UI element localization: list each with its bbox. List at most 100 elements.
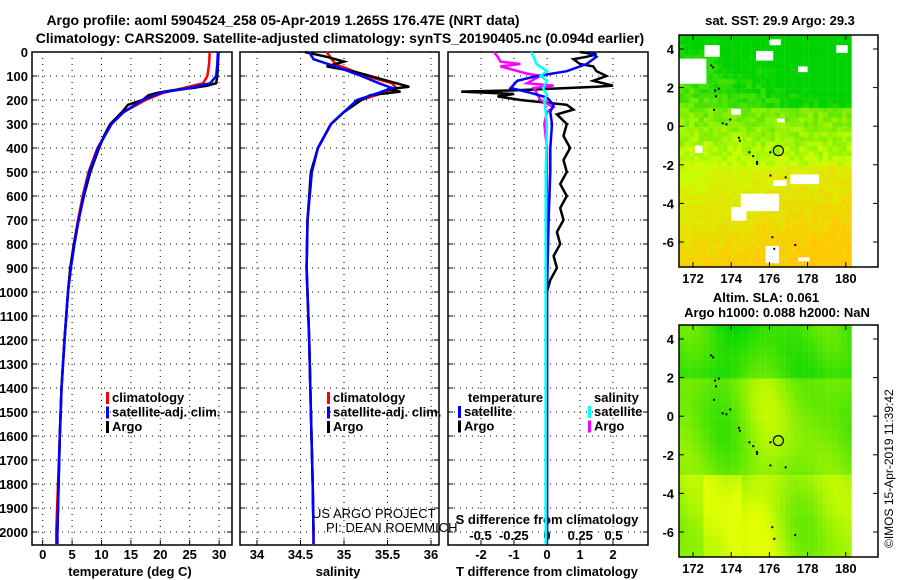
- map-cell: [799, 378, 804, 384]
- map-cell: [689, 373, 695, 379]
- map-cell: [846, 552, 852, 558]
- map-cell: [736, 523, 742, 529]
- map-cell: [818, 460, 823, 466]
- map-cell: [813, 257, 819, 263]
- map-cell: [722, 238, 728, 244]
- map-cell: [684, 189, 690, 195]
- map-cell: [775, 494, 780, 500]
- map-cell: [694, 508, 699, 514]
- map-cell: [694, 233, 699, 239]
- map-cell: [708, 151, 714, 157]
- map-cell: [760, 349, 766, 355]
- map-cell: [689, 199, 695, 205]
- map-cell: [708, 228, 714, 234]
- map-cell: [717, 335, 723, 341]
- map-cell: [765, 189, 771, 195]
- map-cell: [722, 103, 728, 108]
- map-cell: [698, 189, 704, 195]
- map-cell: [794, 88, 800, 94]
- map-cell: [727, 479, 733, 485]
- map-cell: [832, 185, 838, 191]
- map-cell: [746, 93, 752, 99]
- map-cell: [689, 214, 695, 219]
- map-cell: [679, 136, 685, 142]
- map-cell: [717, 484, 723, 490]
- map-cell: [784, 103, 790, 108]
- map-cell: [784, 136, 790, 142]
- map-cell: [846, 436, 852, 442]
- map-cell: [736, 160, 742, 166]
- map-cell: [842, 446, 847, 452]
- temperature-x-tick-label: 15: [124, 547, 138, 562]
- map-cell: [746, 228, 752, 234]
- map-cell: [736, 146, 742, 152]
- map-cell: [803, 533, 809, 538]
- no-data-patch: [704, 45, 720, 57]
- salinity-legend-item: climatology: [333, 390, 406, 405]
- map-cell: [789, 160, 795, 166]
- map-cell: [779, 335, 785, 341]
- map-cell: [679, 88, 685, 94]
- map-cell: [684, 368, 690, 374]
- map-cell: [698, 35, 704, 41]
- map-cell: [832, 513, 838, 519]
- map-cell: [751, 494, 757, 500]
- map-cell: [703, 523, 709, 529]
- map-cell: [698, 252, 704, 258]
- map-cell: [818, 257, 823, 263]
- map-cell: [713, 426, 718, 432]
- map-cell: [751, 107, 757, 113]
- map-cell: [822, 185, 828, 191]
- map-cell: [775, 151, 780, 157]
- map-cell: [832, 156, 838, 162]
- map-cell: [708, 417, 714, 423]
- map-cell: [684, 223, 690, 229]
- map-cell: [808, 407, 814, 413]
- depth-tick-label: 400: [6, 141, 28, 156]
- map-cell: [722, 40, 728, 46]
- map-cell: [760, 103, 766, 108]
- map-cell: [698, 117, 704, 123]
- map-cell: [832, 484, 838, 490]
- map-cell: [837, 165, 843, 171]
- map-cell: [732, 479, 738, 485]
- map-cell: [779, 422, 785, 427]
- map-cell: [837, 199, 843, 205]
- map-cell: [822, 54, 828, 60]
- map-cell: [794, 136, 800, 142]
- map-cell: [736, 518, 742, 524]
- map-cell: [741, 422, 747, 427]
- map-cell: [703, 165, 709, 171]
- map-cell: [803, 132, 809, 137]
- map-cell: [727, 431, 733, 437]
- map-cell: [679, 552, 685, 558]
- map-cell: [770, 175, 776, 181]
- map-cell: [789, 132, 795, 137]
- map-cell: [799, 132, 804, 137]
- map-cell: [708, 330, 714, 336]
- map-cell: [703, 455, 709, 461]
- map-cell: [760, 83, 766, 89]
- map-cell: [751, 141, 757, 147]
- map-cell: [846, 233, 852, 239]
- map-cell: [741, 335, 747, 341]
- map-cell: [822, 69, 828, 75]
- map-cell: [837, 122, 843, 128]
- map-cell: [736, 45, 742, 51]
- map-cell: [846, 117, 852, 123]
- map-cell: [722, 209, 728, 215]
- map-cell: [813, 537, 819, 543]
- map-cell: [765, 537, 771, 543]
- map-cell: [694, 383, 699, 389]
- map-cell: [684, 470, 690, 476]
- map-cell: [789, 141, 795, 147]
- map-cell: [842, 417, 847, 423]
- map-cell: [694, 50, 699, 55]
- map-cell: [779, 170, 785, 176]
- map-cell: [808, 223, 814, 229]
- map-cell: [694, 354, 699, 360]
- timestamp: ©IMOS 15-Apr-2019 11:39:42: [882, 389, 896, 548]
- map-cell: [689, 383, 695, 389]
